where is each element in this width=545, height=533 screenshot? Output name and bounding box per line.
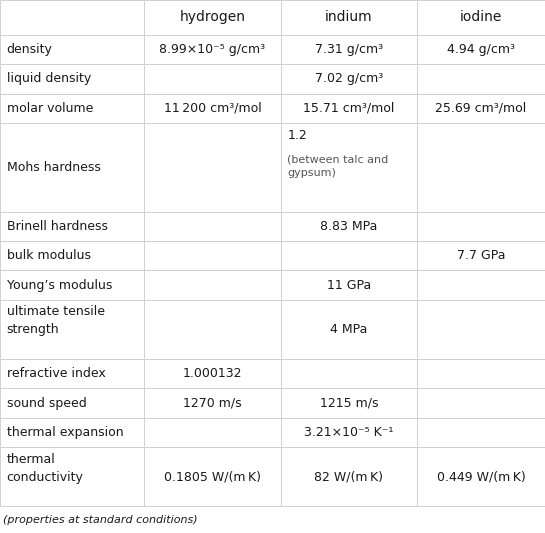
Text: 3.21×10⁻⁵ K⁻¹: 3.21×10⁻⁵ K⁻¹ [304,426,393,439]
Text: 7.7 GPa: 7.7 GPa [457,249,505,262]
Text: (between talc and
gypsum): (between talc and gypsum) [287,154,389,178]
Text: 4 MPa: 4 MPa [330,323,367,336]
Text: 11 200 cm³/mol: 11 200 cm³/mol [164,102,262,115]
Text: 1.000132: 1.000132 [183,367,243,380]
Text: 1215 m/s: 1215 m/s [319,397,378,410]
Text: 4.94 g/cm³: 4.94 g/cm³ [447,43,515,56]
Text: 25.69 cm³/mol: 25.69 cm³/mol [435,102,526,115]
Text: iodine: iodine [460,10,502,25]
Text: 11 GPa: 11 GPa [326,279,371,292]
Text: hydrogen: hydrogen [179,10,246,25]
Text: 0.1805 W/(m K): 0.1805 W/(m K) [164,470,261,483]
Text: 7.31 g/cm³: 7.31 g/cm³ [315,43,383,56]
Text: refractive index: refractive index [7,367,105,380]
Text: bulk modulus: bulk modulus [7,249,90,262]
Text: 15.71 cm³/mol: 15.71 cm³/mol [303,102,395,115]
Text: thermal
conductivity: thermal conductivity [7,453,83,484]
Text: Young’s modulus: Young’s modulus [7,279,112,292]
Text: 7.02 g/cm³: 7.02 g/cm³ [314,72,383,85]
Text: liquid density: liquid density [7,72,91,85]
Text: 82 W/(m K): 82 W/(m K) [314,470,383,483]
Text: 8.99×10⁻⁵ g/cm³: 8.99×10⁻⁵ g/cm³ [160,43,265,56]
Text: 1.2: 1.2 [287,130,307,142]
Text: ultimate tensile
strength: ultimate tensile strength [7,305,105,336]
Text: indium: indium [325,10,373,25]
Text: Mohs hardness: Mohs hardness [7,161,100,174]
Text: molar volume: molar volume [7,102,93,115]
Text: 1270 m/s: 1270 m/s [183,397,242,410]
Text: (properties at standard conditions): (properties at standard conditions) [3,515,197,524]
Text: density: density [7,43,52,56]
Text: 8.83 MPa: 8.83 MPa [320,220,378,233]
Text: Brinell hardness: Brinell hardness [7,220,107,233]
Text: sound speed: sound speed [7,397,86,410]
Text: 0.449 W/(m K): 0.449 W/(m K) [437,470,525,483]
Text: thermal expansion: thermal expansion [7,426,123,439]
